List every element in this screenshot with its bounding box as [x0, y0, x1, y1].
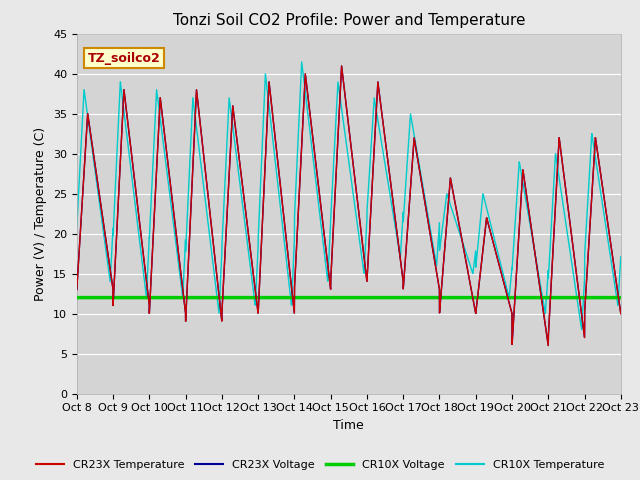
Title: Tonzi Soil CO2 Profile: Power and Temperature: Tonzi Soil CO2 Profile: Power and Temper… [173, 13, 525, 28]
Legend: CR23X Temperature, CR23X Voltage, CR10X Voltage, CR10X Temperature: CR23X Temperature, CR23X Voltage, CR10X … [31, 456, 609, 474]
Y-axis label: Power (V) / Temperature (C): Power (V) / Temperature (C) [35, 127, 47, 300]
Text: TZ_soilco2: TZ_soilco2 [88, 51, 161, 65]
X-axis label: Time: Time [333, 419, 364, 432]
